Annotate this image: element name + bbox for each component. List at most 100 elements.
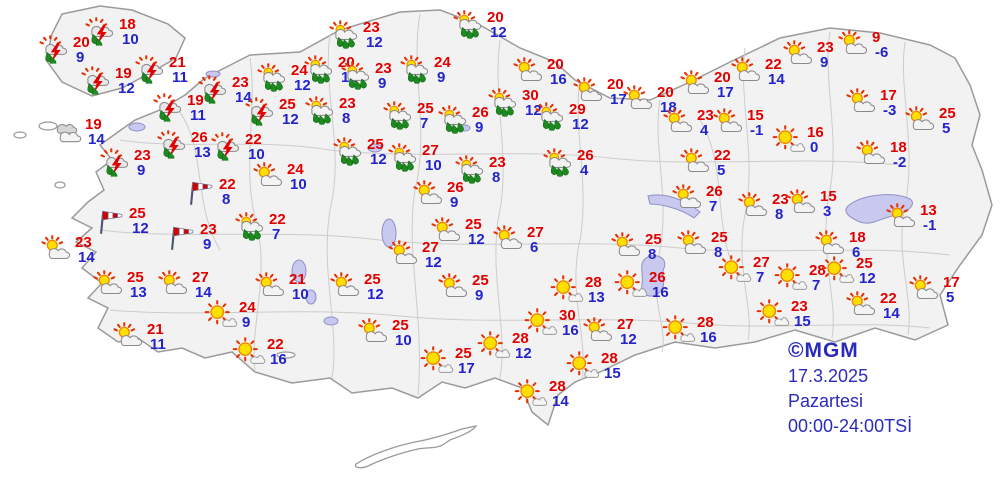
- partly-icon: [387, 240, 421, 269]
- weather-station: 20 16: [512, 57, 567, 87]
- sunny-icon: [204, 300, 238, 329]
- station-temps: 23 8: [772, 192, 789, 222]
- weather-station: 23 12: [328, 20, 383, 50]
- temp-high: 15: [820, 188, 837, 205]
- temp-low: 9: [378, 75, 387, 92]
- weather-station: 20 14: [303, 55, 358, 85]
- thunder-icon: [197, 75, 231, 104]
- station-temps: 25 8: [645, 232, 662, 262]
- temp-low: 9: [137, 162, 146, 179]
- rain-icon: [382, 101, 416, 130]
- temp-high: 20: [338, 54, 355, 71]
- windsock-icon: [184, 177, 218, 206]
- station-temps: 24 12: [291, 63, 311, 93]
- weather-station: 24 9: [399, 55, 451, 85]
- weather-station: 25 13: [92, 270, 147, 300]
- weather-station: 19 12: [80, 66, 135, 96]
- partly-icon: [737, 192, 771, 221]
- temp-low: -2: [893, 154, 907, 171]
- temp-low: 12: [425, 254, 442, 271]
- station-temps: 22 14: [880, 291, 900, 321]
- weather-station: 25 9: [437, 273, 489, 303]
- rain-icon: [303, 55, 337, 84]
- weather-station: 25 10: [357, 318, 412, 348]
- thunder-icon: [244, 97, 278, 126]
- temp-high: 28: [697, 314, 714, 331]
- temp-high: 20: [657, 84, 674, 101]
- temp-low: 12: [525, 102, 542, 119]
- weather-station: 17 -3: [845, 88, 897, 118]
- weather-station: 30 12: [487, 88, 542, 118]
- rain-icon: [452, 10, 486, 39]
- sunny-icon: [662, 315, 696, 344]
- station-temps: 23 9: [817, 40, 834, 70]
- station-temps: 25 12: [856, 256, 876, 286]
- temp-high: 25: [465, 216, 482, 233]
- rain-icon: [256, 63, 290, 92]
- partly-icon: [730, 57, 764, 86]
- temp-low: 8: [222, 191, 231, 208]
- sunny-icon: [232, 337, 266, 366]
- station-temps: 23 9: [375, 61, 392, 91]
- station-temps: 27 7: [753, 255, 770, 285]
- station-temps: 19 12: [115, 66, 135, 96]
- station-temps: 25 12: [364, 272, 384, 302]
- weather-station: 25 12: [332, 137, 387, 167]
- temp-low: 16: [562, 322, 579, 339]
- weather-station: 23 15: [756, 299, 811, 329]
- station-temps: 26 16: [649, 270, 669, 300]
- temp-low: 12: [859, 270, 876, 287]
- attribution-hours: 00:00-24:00TSİ: [788, 416, 913, 436]
- temp-low: -6: [875, 44, 889, 61]
- weather-station: 25 8: [676, 230, 728, 260]
- temp-low: -1: [750, 122, 764, 139]
- temp-low: 14: [78, 249, 95, 266]
- sunny-icon: [756, 299, 790, 328]
- temp-low: 10: [425, 157, 442, 174]
- temp-high: 23: [232, 74, 249, 91]
- station-temps: 28 16: [697, 315, 717, 345]
- temp-high: 26: [472, 104, 489, 121]
- rain-icon: [387, 143, 421, 172]
- temp-high: 25: [279, 96, 296, 113]
- station-temps: 27 6: [527, 225, 544, 255]
- rain-icon: [328, 20, 362, 49]
- temp-low: 10: [248, 146, 265, 163]
- temp-high: 25: [455, 345, 472, 362]
- temp-low: 17: [610, 91, 627, 108]
- partly-icon: [845, 291, 879, 320]
- station-temps: 30 16: [559, 308, 579, 338]
- temp-high: 9: [872, 29, 881, 46]
- station-temps: 20 17: [607, 77, 627, 107]
- sunny-icon: [477, 331, 511, 360]
- weather-station: 26 9: [437, 105, 489, 135]
- temp-low: 12: [132, 220, 149, 237]
- mgm-logo: ©MGM: [788, 339, 859, 362]
- attribution-day: Pazartesi: [788, 391, 864, 411]
- rain-icon: [542, 148, 576, 177]
- temp-high: 30: [522, 87, 539, 104]
- weather-station: 20 18: [622, 85, 677, 115]
- weather-station: 24 10: [252, 162, 307, 192]
- weather-station: 28 13: [550, 275, 605, 305]
- weather-station: 23 9: [99, 148, 151, 178]
- temp-high: 24: [239, 299, 256, 316]
- sunny-icon: [514, 379, 548, 408]
- temp-high: 22: [765, 56, 782, 73]
- temp-low: 7: [756, 269, 765, 286]
- partly-icon: [512, 57, 546, 86]
- temp-high: 28: [601, 350, 618, 367]
- temp-low: 12: [118, 80, 135, 97]
- station-temps: 26 7: [706, 184, 723, 214]
- weather-station: 23 8: [454, 155, 506, 185]
- temp-high: 26: [649, 269, 666, 286]
- temp-high: 17: [943, 274, 960, 291]
- station-temps: 25 12: [465, 217, 485, 247]
- weather-station: 23 4: [662, 108, 714, 138]
- temp-high: 26: [706, 183, 723, 200]
- temp-high: 20: [714, 69, 731, 86]
- station-temps: 23 8: [339, 96, 356, 126]
- station-temps: 16 0: [807, 125, 824, 155]
- temp-high: 26: [447, 179, 464, 196]
- weather-station: 15 3: [785, 189, 837, 219]
